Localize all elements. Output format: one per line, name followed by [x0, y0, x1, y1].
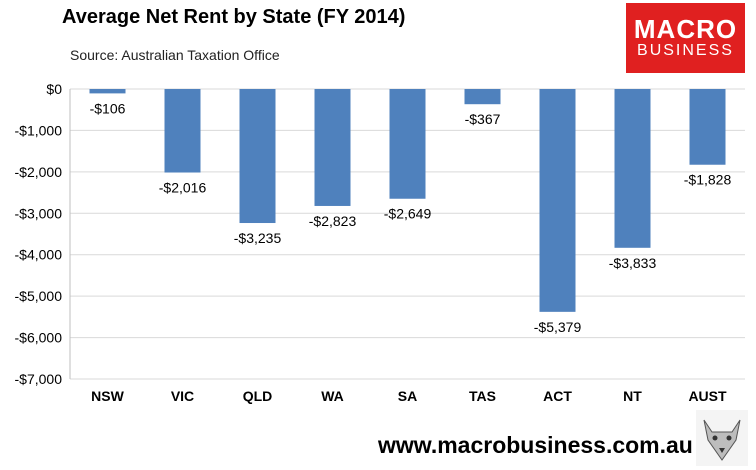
x-tick-label: NT [623, 388, 642, 404]
data-label: -$5,379 [534, 319, 582, 335]
bar [464, 89, 501, 105]
x-tick-label: AUST [688, 388, 727, 404]
x-tick-label: NSW [91, 388, 124, 404]
y-tick-label: -$2,000 [15, 164, 63, 180]
bar [314, 89, 351, 206]
bar [239, 89, 276, 224]
x-tick-label: QLD [243, 388, 273, 404]
macrobusiness-logo: MACRO BUSINESS [626, 3, 745, 73]
y-tick-label: -$7,000 [15, 371, 63, 387]
data-label: -$106 [90, 100, 126, 116]
x-tick-label: VIC [171, 388, 194, 404]
data-label: -$2,823 [309, 213, 357, 229]
x-tick-label: ACT [543, 388, 572, 404]
bar [689, 89, 726, 165]
wolf-logo-icon [696, 410, 748, 466]
bar [614, 89, 651, 248]
data-label: -$3,833 [609, 255, 657, 271]
bar [89, 89, 126, 94]
data-label: -$367 [465, 111, 501, 127]
chart-title: Average Net Rent by State (FY 2014) [62, 6, 406, 28]
bar [164, 89, 201, 173]
y-tick-label: -$6,000 [15, 330, 63, 346]
footer-url: www.macrobusiness.com.au [378, 432, 693, 458]
data-label: -$2,649 [384, 206, 432, 222]
logo-line-2: BUSINESS [637, 42, 734, 59]
x-tick-label: TAS [469, 388, 496, 404]
data-label: -$1,828 [684, 172, 732, 188]
chart-subtitle: Source: Australian Taxation Office [70, 47, 280, 63]
logo-line-1: MACRO [633, 14, 738, 44]
y-tick-label: -$4,000 [15, 247, 63, 263]
data-label: -$2,016 [159, 180, 207, 196]
y-tick-label: -$5,000 [15, 288, 63, 304]
x-tick-label: SA [398, 388, 417, 404]
y-tick-label: -$1,000 [15, 122, 63, 138]
x-tick-label: WA [321, 388, 344, 404]
bar [389, 89, 426, 199]
y-tick-label: -$3,000 [15, 205, 63, 221]
bar [539, 89, 576, 312]
data-label: -$3,235 [234, 230, 282, 246]
y-tick-label: $0 [46, 81, 62, 97]
